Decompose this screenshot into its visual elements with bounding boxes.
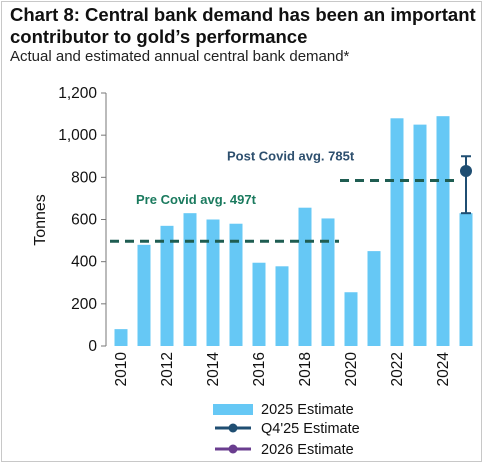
bar-2012 bbox=[160, 225, 174, 346]
bar-2022 bbox=[390, 118, 404, 346]
bar-2017 bbox=[275, 266, 289, 346]
y-axis-label: Tonnes bbox=[32, 194, 49, 246]
bar-2014 bbox=[206, 219, 220, 346]
q4-estimate-point bbox=[460, 165, 472, 178]
x-tick-label: 2022 bbox=[389, 352, 406, 386]
chart-title: Chart 8: Central bank demand has been an… bbox=[10, 4, 476, 47]
y-tick-label: 600 bbox=[71, 212, 97, 229]
y-tick-label: 0 bbox=[88, 338, 97, 355]
pre-covid-avg-label: Pre Covid avg. 497t bbox=[136, 192, 257, 207]
bar-2020 bbox=[344, 292, 358, 346]
chart-subtitle: Actual and estimated annual central bank… bbox=[10, 48, 350, 65]
bar-2025 bbox=[459, 213, 473, 346]
y-tick-label: 1,200 bbox=[58, 85, 97, 102]
x-tick-label: 2010 bbox=[113, 352, 130, 387]
x-tick-label: 2024 bbox=[435, 352, 452, 387]
bar-2015 bbox=[229, 223, 243, 346]
y-tick-label: 1,000 bbox=[58, 127, 97, 144]
legend-marker-q4-estimate bbox=[228, 423, 238, 433]
bar-2024 bbox=[436, 116, 450, 346]
y-tick-label: 400 bbox=[71, 254, 97, 271]
x-tick-label: 2012 bbox=[159, 352, 176, 386]
x-tick-label: 2020 bbox=[343, 352, 360, 387]
legend-label: 2025 Estimate bbox=[261, 402, 354, 418]
x-tick-label: 2018 bbox=[297, 352, 314, 386]
y-tick-label: 800 bbox=[71, 169, 97, 186]
bar-2011 bbox=[137, 244, 151, 346]
x-tick-label: 2014 bbox=[205, 352, 222, 387]
legend-label: 2026 Estimate bbox=[261, 442, 354, 458]
legend-swatch-2025-estimate bbox=[213, 404, 253, 415]
bar-2019 bbox=[321, 218, 335, 346]
legend-marker-2026-estimate bbox=[228, 444, 238, 454]
bar-2010 bbox=[114, 329, 128, 346]
x-tick-label: 2016 bbox=[251, 352, 268, 386]
legend-label: Q4'25 Estimate bbox=[261, 421, 360, 437]
post-covid-avg-label: Post Covid avg. 785t bbox=[227, 148, 355, 163]
bar-2021 bbox=[367, 251, 381, 346]
y-tick-label: 200 bbox=[71, 296, 97, 313]
bar-2018 bbox=[298, 207, 312, 346]
bar-2013 bbox=[183, 213, 197, 346]
bar-2016 bbox=[252, 262, 266, 346]
bar-2023 bbox=[413, 124, 427, 346]
